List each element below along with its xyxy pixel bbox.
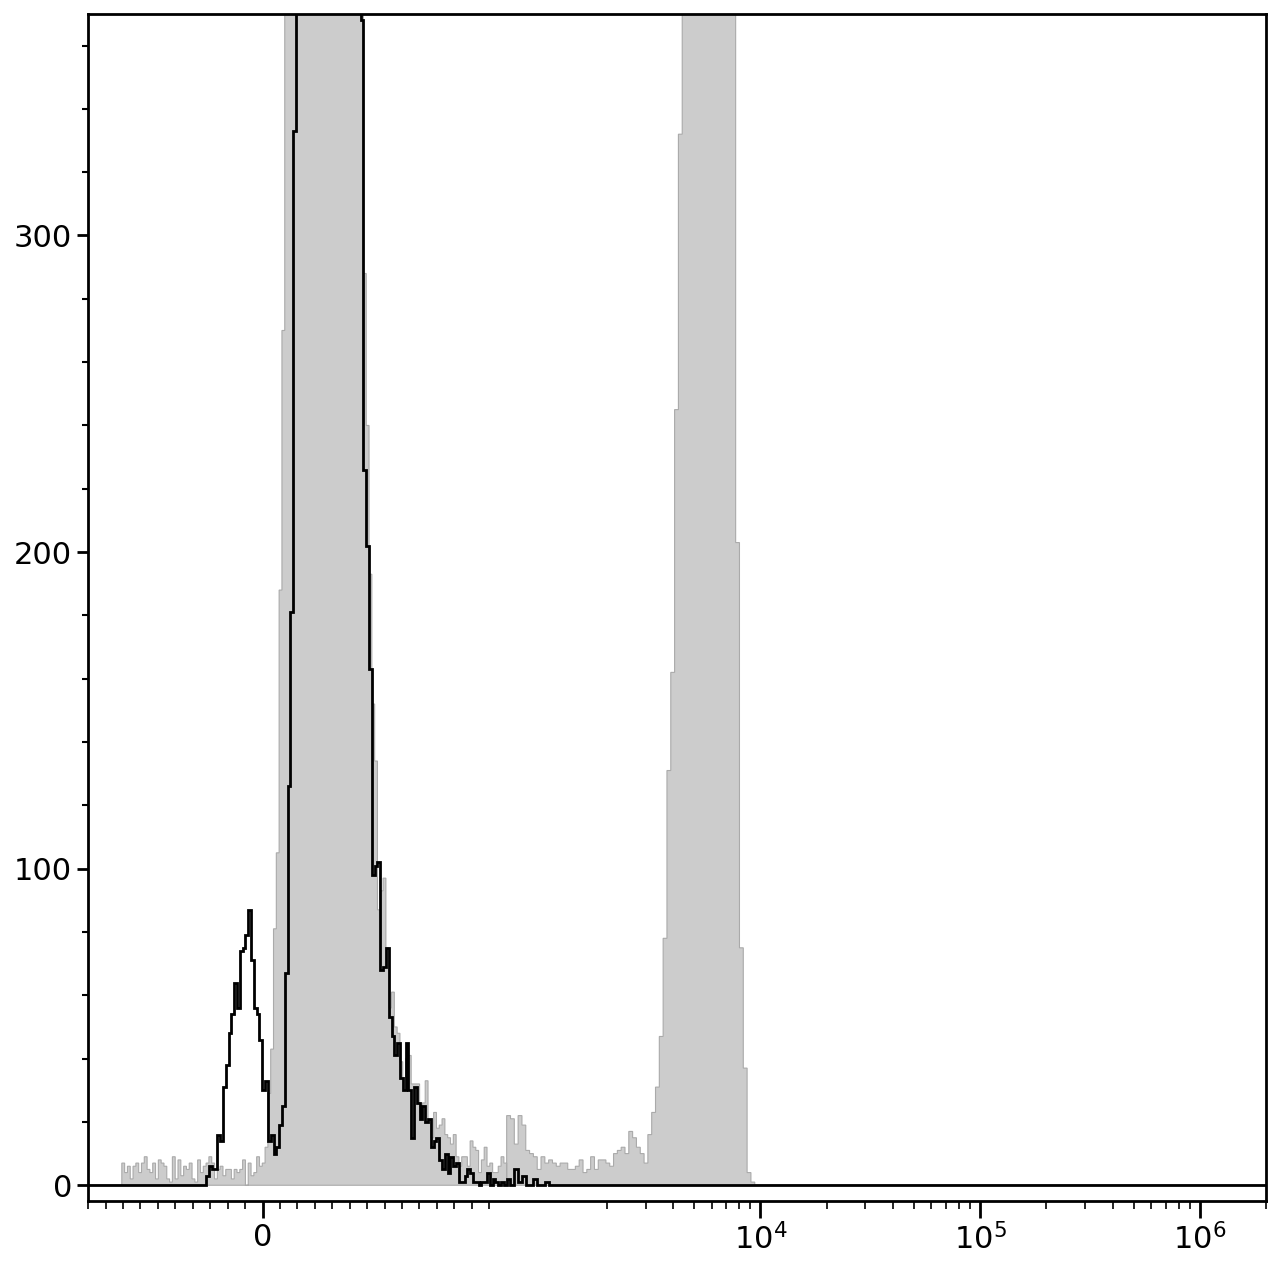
Polygon shape [88,0,1266,1185]
